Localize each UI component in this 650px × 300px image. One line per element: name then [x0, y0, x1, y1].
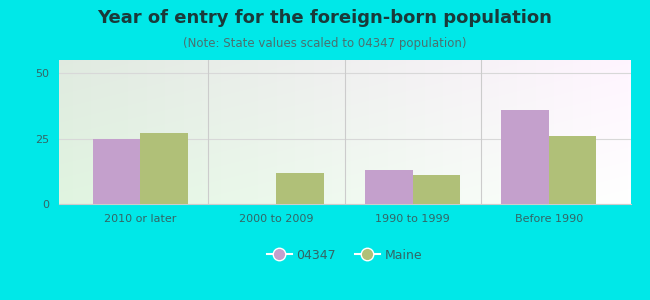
Bar: [92, 139, 140, 204]
Legend: 04347, Maine: 04347, Maine: [261, 244, 428, 267]
Bar: [276, 172, 324, 204]
Bar: [501, 110, 549, 204]
Bar: [365, 170, 413, 204]
Bar: [140, 133, 188, 204]
Bar: [549, 136, 597, 204]
Text: Year of entry for the foreign-born population: Year of entry for the foreign-born popul…: [98, 9, 552, 27]
Text: (Note: State values scaled to 04347 population): (Note: State values scaled to 04347 popu…: [183, 38, 467, 50]
Bar: [413, 175, 460, 204]
